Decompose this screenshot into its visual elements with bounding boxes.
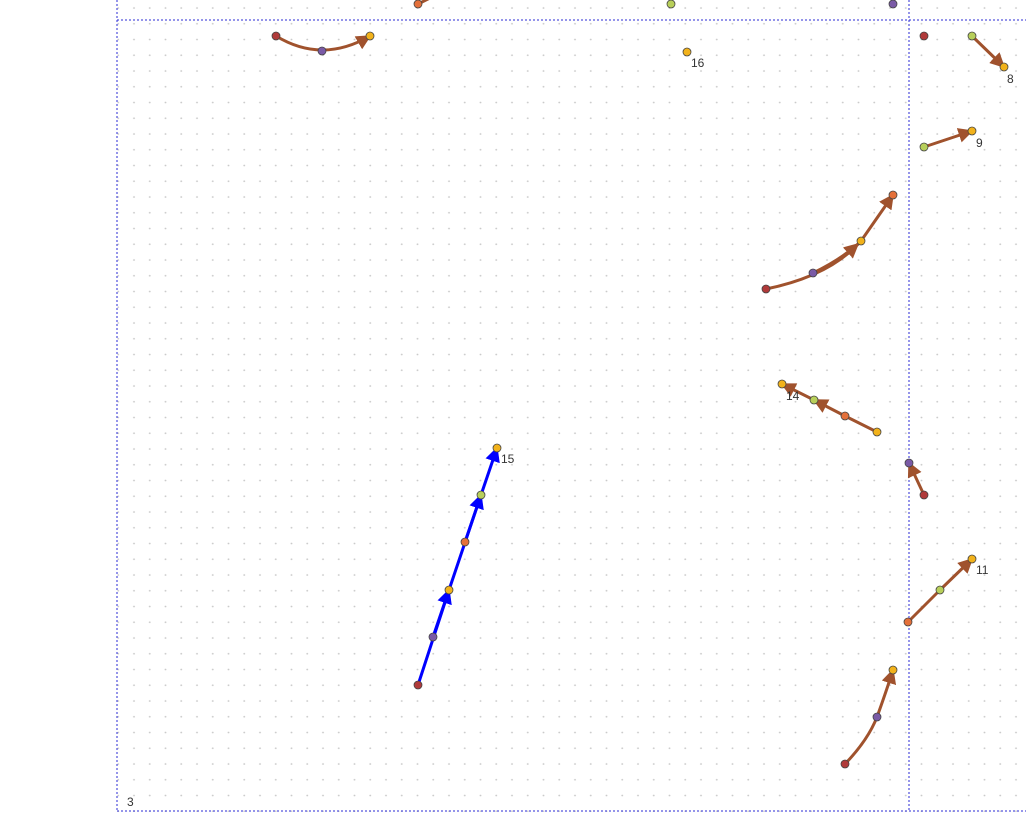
node-11[interactable] [967, 554, 977, 564]
edge-15-blue [416, 446, 500, 687]
node[interactable] [317, 46, 327, 56]
node[interactable] [365, 31, 375, 41]
node[interactable] [935, 585, 945, 595]
node[interactable] [761, 284, 771, 294]
node-9[interactable] [967, 126, 977, 136]
node[interactable] [428, 632, 438, 642]
node[interactable] [872, 712, 882, 722]
nodes [271, 0, 1009, 769]
region-label: 3 [127, 795, 134, 809]
edge-label-11: 11 [976, 563, 989, 577]
node[interactable] [809, 395, 819, 405]
node[interactable] [888, 0, 898, 9]
node[interactable] [903, 617, 913, 627]
node[interactable] [856, 236, 866, 246]
node-16[interactable] [682, 47, 692, 57]
node[interactable] [444, 585, 454, 595]
edge-label-16: 16 [691, 56, 705, 70]
node-15[interactable] [492, 443, 502, 453]
node[interactable] [476, 490, 486, 500]
edge-9 [922, 128, 974, 149]
node[interactable] [460, 537, 470, 547]
node[interactable] [666, 0, 676, 9]
node[interactable] [888, 665, 898, 675]
node[interactable] [967, 31, 977, 41]
edge-11-seg-a [906, 588, 942, 624]
edge-label-9: 9 [976, 136, 983, 150]
edge-15-arrow-3 [479, 446, 500, 497]
edge-label-15: 15 [501, 452, 515, 466]
region-frames [116, 0, 1026, 812]
edge-8 [970, 34, 1006, 69]
edge-label-14: 14 [786, 389, 800, 403]
edge-divider-short [907, 461, 926, 497]
node-8[interactable] [999, 62, 1009, 72]
node[interactable] [888, 190, 898, 200]
edge-label-8: 8 [1007, 72, 1014, 86]
edge-labels: 16 8 9 14 15 11 [501, 56, 1014, 577]
node[interactable] [919, 490, 929, 500]
node[interactable] [808, 268, 818, 278]
node[interactable] [271, 31, 281, 41]
node[interactable] [413, 680, 423, 690]
node[interactable] [919, 31, 929, 41]
node[interactable] [413, 0, 423, 9]
edge-15-arrow-2 [463, 493, 484, 544]
node-14[interactable] [777, 379, 787, 389]
edge-11-seg-b [938, 557, 974, 592]
edge-mid-curve-arrow1 [811, 242, 860, 275]
edge-14-seg-b [812, 398, 847, 418]
edge-14-seg-a [843, 414, 879, 434]
dot-grid [117, 0, 1026, 812]
edge-14-seg-c [780, 382, 816, 402]
edge-mid-curve-arrow2 [859, 193, 895, 243]
edge-15-arrow-1 [431, 588, 452, 639]
node[interactable] [872, 427, 882, 437]
node[interactable] [840, 759, 850, 769]
node[interactable] [904, 458, 914, 468]
node[interactable] [840, 411, 850, 421]
node[interactable] [919, 142, 929, 152]
